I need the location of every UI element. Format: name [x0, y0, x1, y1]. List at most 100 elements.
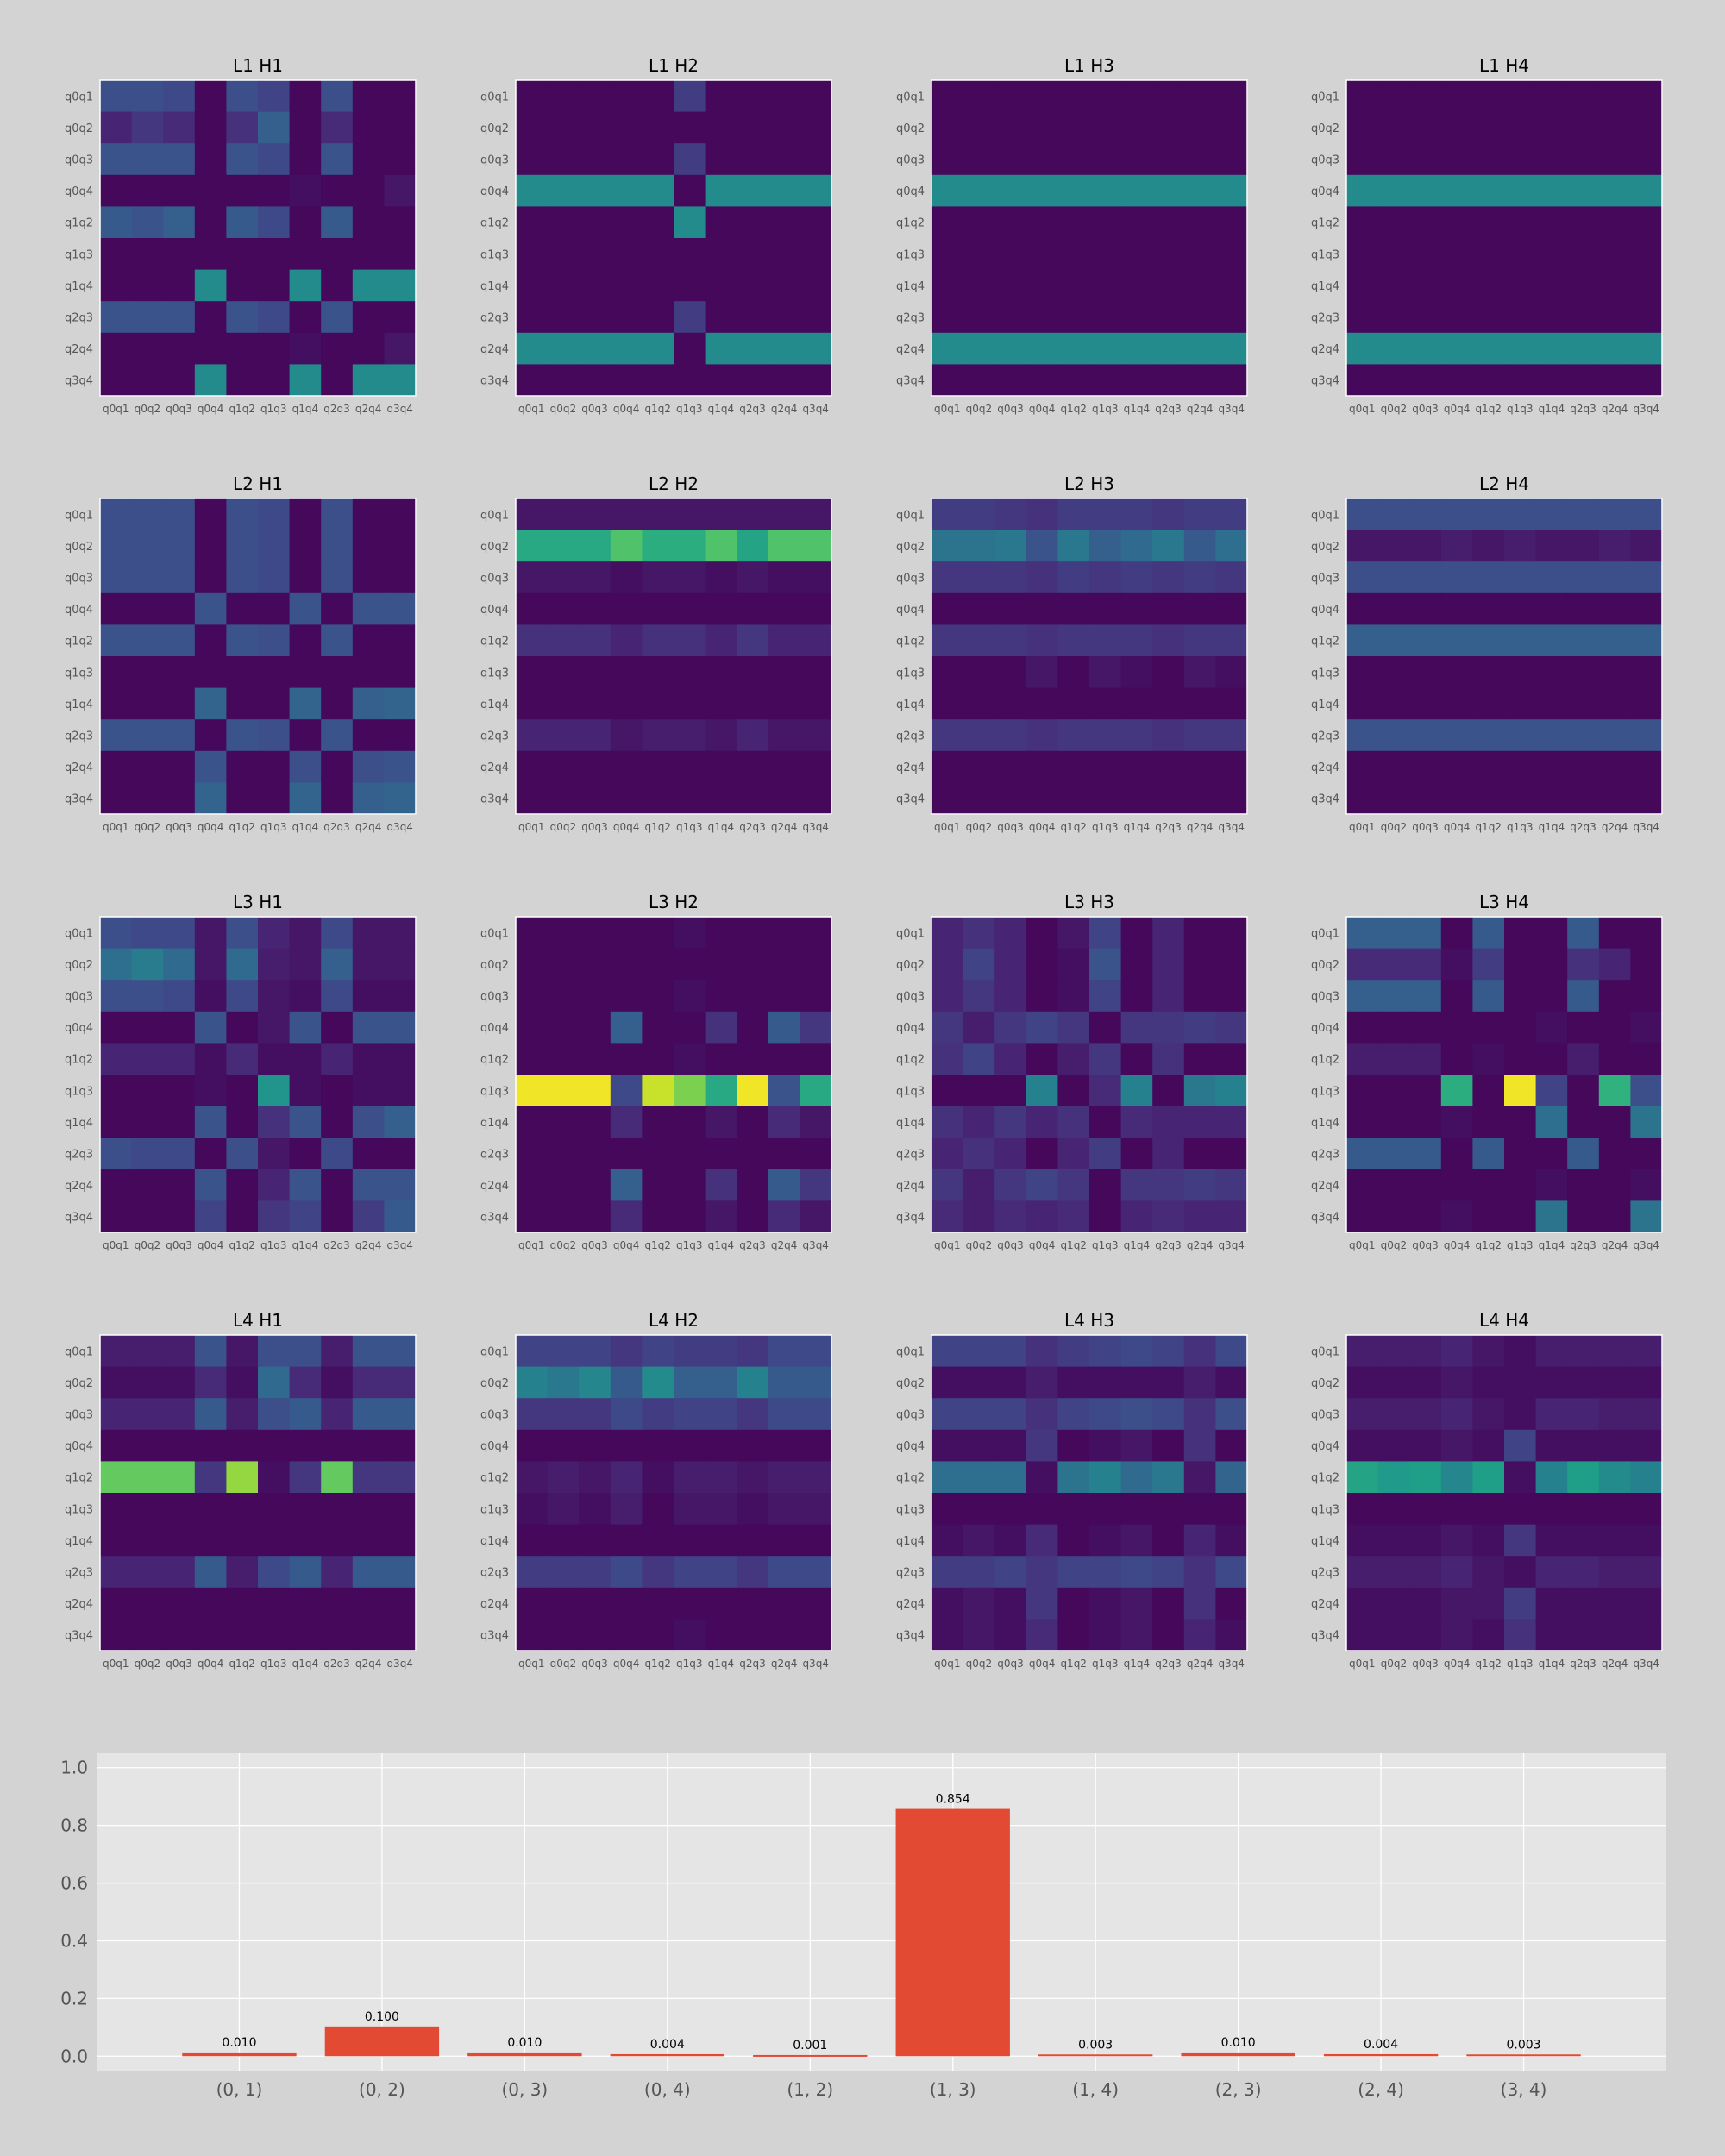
heatmap-cell: [321, 1200, 354, 1233]
heatmap-cell: [768, 498, 800, 531]
heatmap-cell: [1026, 948, 1058, 981]
heatmap-panel: L1 H1q0q1q0q2q0q3q0q4q1q2q1q3q1q4q2q3q2q…: [65, 55, 417, 415]
heatmap-cell: [384, 80, 417, 113]
heatmap-cell: [1567, 624, 1600, 657]
heatmap-cell: [1120, 948, 1153, 981]
heatmap-cell: [1630, 1429, 1663, 1462]
heatmap-cell: [737, 530, 769, 562]
heatmap-cell: [1152, 143, 1185, 176]
heatmap-cell: [1598, 80, 1631, 113]
heatmap-cell: [1346, 174, 1379, 207]
heatmap-cell: [516, 624, 549, 657]
heatmap-cell: [1535, 561, 1568, 594]
heatmap-cell: [1346, 1200, 1379, 1233]
y-tick-label: q0q2: [65, 122, 93, 135]
heatmap-cell: [1026, 1587, 1058, 1620]
heatmap-cell: [705, 301, 737, 334]
heatmap-cell: [1567, 1398, 1600, 1431]
heatmap-cell: [194, 498, 227, 531]
y-tick-label: q1q4: [65, 1117, 93, 1130]
heatmap-cell: [1472, 1200, 1505, 1233]
heatmap-cell: [226, 948, 259, 981]
heatmap-cell: [1346, 782, 1379, 815]
x-tick-label: q0q3: [166, 1658, 192, 1670]
heatmap-cell: [1535, 1587, 1568, 1620]
heatmap-cell: [100, 111, 133, 144]
heatmap-cell: [1504, 1556, 1537, 1589]
heatmap-cell: [1089, 80, 1122, 113]
heatmap-cell: [100, 1524, 133, 1557]
heatmap-cell: [1120, 332, 1153, 365]
heatmap-cell: [547, 238, 580, 271]
heatmap-cell: [516, 80, 549, 113]
x-tick-label: q2q4: [1602, 821, 1628, 833]
heatmap-cell: [1346, 238, 1379, 271]
heatmap-cell: [674, 719, 706, 752]
heatmap-cell: [963, 592, 995, 625]
heatmap-cell: [579, 1587, 612, 1620]
heatmap-cell: [194, 592, 227, 625]
heatmap-cell: [289, 1169, 322, 1201]
heatmap-cell: [579, 301, 612, 334]
heatmap-cell: [1598, 111, 1631, 144]
heatmap-cell: [194, 656, 227, 689]
heatmap-cell: [289, 498, 322, 531]
heatmap-cell: [1026, 1169, 1058, 1201]
heatmap-cell: [1215, 656, 1248, 689]
heatmap-cell: [768, 1429, 800, 1462]
x-tick-label: q1q3: [676, 403, 703, 415]
heatmap-cell: [1377, 206, 1410, 239]
y-tick-label: q0q2: [1311, 122, 1339, 135]
x-tick-label: q1q3: [260, 403, 287, 415]
heatmap-cell: [384, 1493, 417, 1526]
heatmap-cell: [994, 174, 1027, 207]
heatmap-cell: [1215, 1524, 1248, 1557]
heatmap-cell: [932, 561, 964, 594]
heatmap-cell: [932, 1011, 964, 1044]
heatmap-cell: [768, 592, 800, 625]
heatmap-cell: [932, 1169, 964, 1201]
x-tick-label: q0q3: [997, 403, 1024, 415]
heatmap-cell: [352, 1366, 385, 1399]
heatmap-cell: [768, 917, 800, 950]
heatmap-cell: [1183, 530, 1216, 562]
heatmap-cell: [321, 1429, 354, 1462]
x-tick-label: q2q3: [739, 821, 766, 833]
x-tick-label: q0q2: [135, 1658, 161, 1670]
heatmap-cell: [258, 1524, 291, 1557]
heatmap-cell: [226, 206, 259, 239]
heatmap-title: L2 H3: [1064, 473, 1114, 494]
heatmap-cell: [674, 301, 706, 334]
heatmap-frame: [931, 498, 1248, 815]
heatmap-cell: [1598, 1619, 1631, 1651]
heatmap-cell: [1472, 206, 1505, 239]
heatmap-cell: [352, 948, 385, 981]
heatmap-cell: [226, 1200, 259, 1233]
heatmap-cell: [1377, 1366, 1410, 1399]
heatmap-title: L4 H4: [1479, 1310, 1529, 1331]
heatmap-cell: [258, 269, 291, 302]
heatmap-cell: [705, 530, 737, 562]
heatmap-cell: [1183, 719, 1216, 752]
heatmap-cell: [674, 111, 706, 144]
heatmap-cell: [1409, 498, 1442, 531]
heatmap-cell: [674, 1493, 706, 1526]
heatmap-cell: [352, 1200, 385, 1233]
heatmap-cell: [963, 1398, 995, 1431]
heatmap-cell: [289, 1524, 322, 1557]
x-tick-label: q0q1: [518, 403, 545, 415]
heatmap-cell: [384, 719, 417, 752]
y-tick-label: q0q2: [65, 541, 93, 554]
heatmap-cell: [994, 364, 1027, 397]
heatmap-cell: [610, 1619, 643, 1651]
heatmap-cell: [163, 980, 196, 1012]
heatmap-cell: [384, 174, 417, 207]
heatmap-cell: [1152, 1106, 1185, 1138]
heatmap-cell: [1440, 1335, 1473, 1368]
heatmap-cell: [163, 1429, 196, 1462]
heatmap-cell: [1567, 1011, 1600, 1044]
heatmap-cell: [1026, 917, 1058, 950]
bar: [1181, 2052, 1295, 2057]
heatmap-cell: [163, 301, 196, 334]
heatmap-cell: [932, 687, 964, 720]
